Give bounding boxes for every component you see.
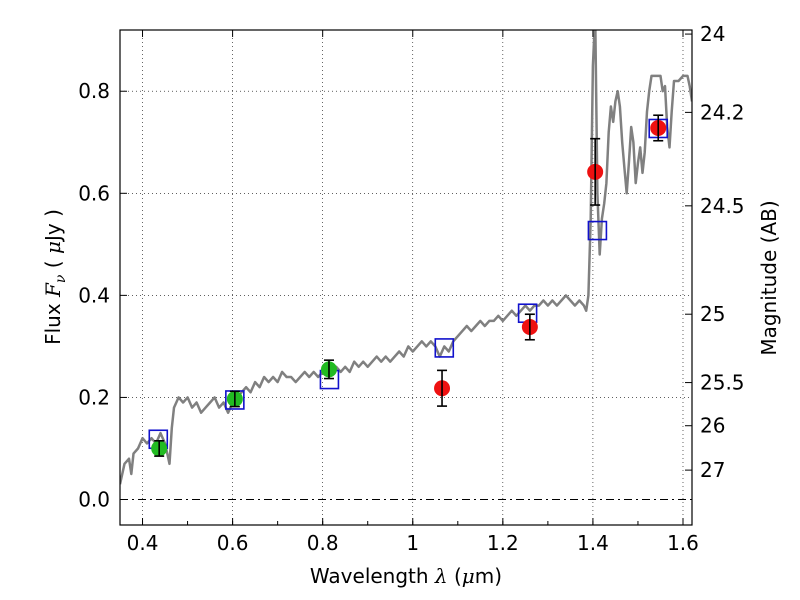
y-tick-label: 0.4 [78,283,110,307]
x-tick-label: 1.4 [577,531,609,555]
y-axis-label: Flux Fν ( μJy ) [41,209,69,345]
plot-frame [119,29,693,526]
right-tick-label: 24.2 [700,100,745,124]
right-tick-label: 25.5 [700,371,745,395]
x-axis-label: Wavelength λ (μm) [310,564,502,588]
x-tick-label: 1.6 [667,531,699,555]
model-box-point [587,220,608,241]
right-tick-label: 24.5 [700,194,745,218]
y-tick-label: 0.8 [78,79,110,103]
model-box-point [434,338,455,358]
y-tick-label: 0.0 [78,487,110,511]
grid [120,30,692,525]
x-tick-label: 1 [406,531,419,555]
y-axis-ticks: 0.0 0.2 0.4 0.6 0.8 [78,79,127,511]
right-tick-label: 24 [700,22,725,46]
data-points [148,114,669,457]
right-tick-label: 26 [700,414,725,438]
y-tick-label: 0.6 [78,181,110,205]
x-tick-label: 1.2 [487,531,519,555]
model-spectrum-line [120,30,692,485]
y-tick-label: 0.2 [78,385,110,409]
x-tick-label: 0.4 [127,531,159,555]
right-tick-label: 27 [700,458,725,482]
x-axis-ticks: 0.4 0.6 0.8 1 1.2 1.4 1.6 [127,30,699,555]
right-tick-label: 25 [700,302,725,326]
model-spectrum [120,30,692,485]
right-axis-ticks: 24 24.2 24.5 25 25.5 26 27 [685,22,745,482]
right-axis-label: Magnitude (AB) [757,200,781,355]
x-tick-label: 0.8 [307,531,339,555]
x-tick-label: 0.6 [217,531,249,555]
